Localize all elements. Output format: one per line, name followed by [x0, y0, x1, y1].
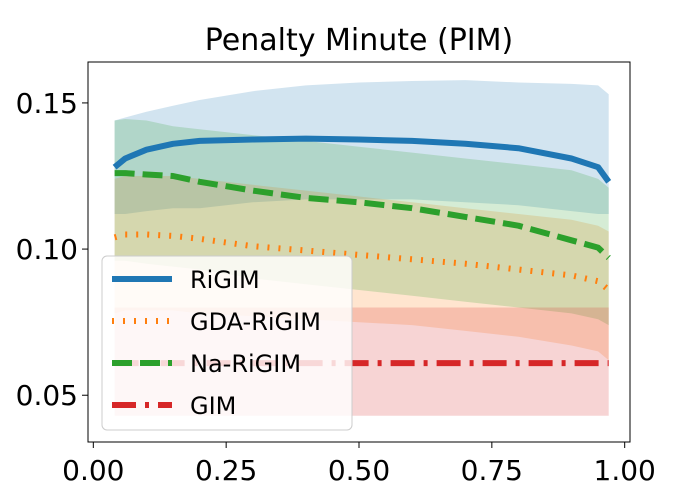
y-tick-label: 0.05: [16, 379, 78, 412]
y-tick-label: 0.15: [16, 87, 78, 120]
y-axis: 0.05 0.10 0.15: [16, 87, 88, 412]
chart-title: Penalty Minute (PIM): [205, 23, 514, 58]
x-tick-label: 0.25: [195, 454, 257, 487]
legend-box: [101, 255, 353, 431]
legend-label-rigim: RiGIM: [190, 266, 260, 294]
x-tick-label: 0.75: [461, 454, 523, 487]
legend-label-na-rigim: Na-RiGIM: [190, 350, 301, 378]
y-tick-label: 0.10: [16, 233, 78, 266]
legend-label-gda-rigim: GDA-RiGIM: [190, 308, 321, 336]
legend: RiGIM GDA-RiGIM Na-RiGIM GIM: [101, 255, 353, 431]
x-axis: 0.00 0.25 0.50 0.75 1.00: [62, 442, 656, 487]
band-rigim: [114, 80, 609, 214]
x-tick-label: 1.00: [594, 454, 656, 487]
x-tick-label: 0.50: [328, 454, 390, 487]
legend-label-gim: GIM: [190, 392, 236, 420]
x-tick-label: 0.00: [62, 454, 124, 487]
line-na-rigim: [114, 170, 611, 260]
line-rigim: [112, 135, 612, 184]
